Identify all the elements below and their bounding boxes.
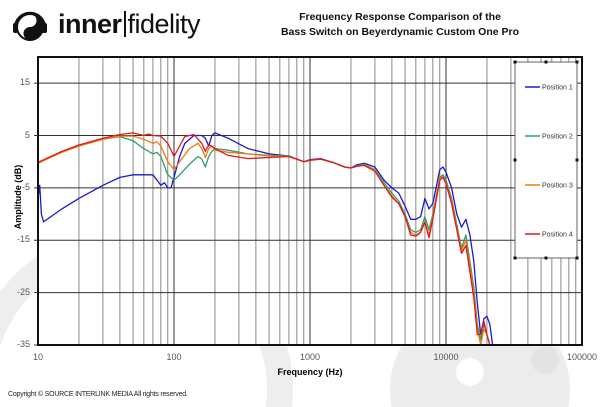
y-tick-label: -25 <box>16 286 30 297</box>
legend-resize-handle <box>544 256 548 260</box>
copyright-notice: Copyright © SOURCE INTERLINK MEDIA All r… <box>8 391 188 398</box>
y-tick-label: -5 <box>21 181 30 192</box>
x-tick-label: 10000 <box>433 352 459 362</box>
plot-frame <box>37 56 583 346</box>
x-tick-label: 10 <box>32 352 43 362</box>
x-tick-label: 100000 <box>566 352 598 362</box>
brand-name: inner fidelity <box>58 6 201 42</box>
brand-name-light: fidelity <box>127 9 201 39</box>
x-axis-label: Frequency (Hz) <box>277 367 343 377</box>
legend-resize-handle <box>575 158 579 162</box>
y-tick-label: 15 <box>19 77 30 88</box>
brand-name-bold: inner <box>58 9 122 39</box>
legend-resize-handle <box>544 60 548 64</box>
chart-title-line-1: Frequency Response Comparison of the <box>299 11 501 23</box>
legend-label-3: Position 3 <box>542 183 573 190</box>
legend-label-1: Position 1 <box>542 85 573 92</box>
legend-label-2: Position 2 <box>542 134 573 141</box>
legend-resize-handle <box>513 256 517 260</box>
legend-resize-handle <box>513 60 517 64</box>
legend-box <box>514 61 578 259</box>
legend-label-4: Position 4 <box>542 232 573 239</box>
yin-yang-headphones-icon <box>13 11 47 41</box>
brand-divider <box>123 11 126 37</box>
x-tick-label: 100 <box>166 352 182 362</box>
y-tick-label: 5 <box>24 129 30 140</box>
brand-logo: inner fidelity <box>10 6 201 42</box>
y-axis-label: Amplitude (dB) <box>13 164 23 230</box>
series-line-4 <box>37 132 491 346</box>
y-tick-label: -35 <box>16 339 30 349</box>
y-tick-label: -15 <box>16 234 30 245</box>
chart-title: Frequency Response Comparison of the Bas… <box>250 10 550 40</box>
legend-resize-handle <box>575 60 579 64</box>
x-tick-label: 1000 <box>299 352 321 362</box>
legend-resize-handle <box>513 158 517 162</box>
legend-resize-handle <box>575 256 579 260</box>
chart-title-line-2: Bass Switch on Beyerdynamic Custom One P… <box>280 26 520 38</box>
